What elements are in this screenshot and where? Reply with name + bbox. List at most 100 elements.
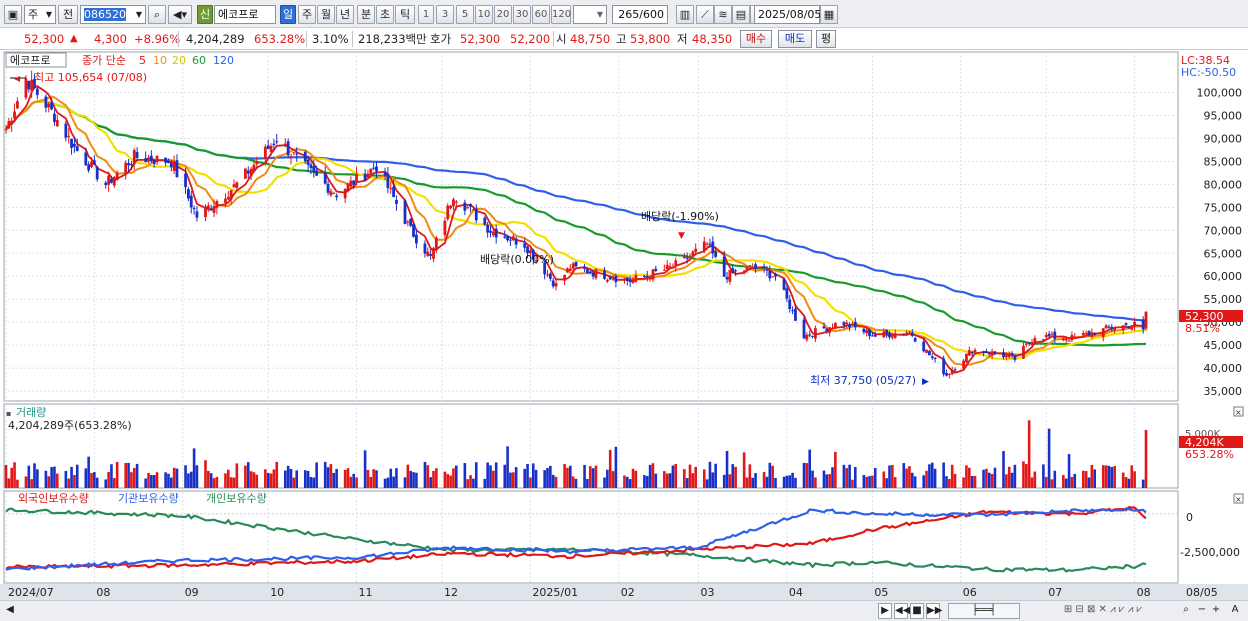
volume-bar: [531, 463, 535, 488]
volume-bar: [569, 465, 572, 488]
candle: [688, 253, 692, 262]
interval-second-button[interactable]: 초: [376, 5, 394, 24]
candle: [1007, 351, 1011, 359]
volume-bar: [403, 477, 407, 488]
minute-option-10[interactable]: 10: [475, 5, 493, 24]
volume-bar: [212, 478, 216, 488]
volume-bar: [962, 477, 965, 488]
candle: [985, 348, 988, 354]
candle: [474, 204, 478, 224]
minute-option-120[interactable]: 120: [551, 5, 571, 24]
candle: [511, 234, 515, 242]
rewind-icon[interactable]: ◀◀: [894, 603, 910, 619]
volume-bar: [124, 463, 127, 488]
save-icon[interactable]: ▤: [732, 5, 750, 24]
range-slider[interactable]: ╞══╡: [948, 603, 1020, 619]
candle: [785, 284, 789, 303]
zoom-in-icon[interactable]: +: [1211, 604, 1221, 615]
scroll-left-icon[interactable]: ◀: [6, 604, 14, 615]
chart-type-icon[interactable]: ▥: [676, 5, 694, 24]
candle: [882, 328, 886, 339]
volume-bar: [389, 468, 393, 488]
volume-bar: [651, 463, 655, 488]
volume-bar: [685, 478, 689, 488]
interval-tick-button[interactable]: 틱: [395, 5, 415, 24]
evaluate-button[interactable]: 평: [816, 30, 836, 48]
candle: [774, 272, 777, 281]
volume-bar: [945, 476, 948, 488]
candle: [292, 152, 296, 156]
draw-tool-icon[interactable]: ⟋: [696, 5, 714, 24]
auto-scale-icon[interactable]: A: [1231, 604, 1239, 615]
ask-price: 52,300: [460, 32, 501, 46]
fast-forward-icon[interactable]: ▶▶: [926, 603, 942, 619]
buy-button[interactable]: 매수: [740, 30, 772, 48]
candle: [814, 325, 817, 343]
minute-option-20[interactable]: 20: [494, 5, 512, 24]
volume-bar: [383, 478, 387, 488]
search-icon[interactable]: ⌕: [148, 5, 166, 24]
date-input[interactable]: 2025/08/05: [754, 5, 821, 24]
volume-bar: [714, 463, 717, 488]
interval-week-button[interactable]: 주: [298, 5, 316, 24]
candle: [192, 205, 196, 215]
scroll-right-icon[interactable]: ▶: [878, 603, 892, 619]
volume-bar: [192, 448, 196, 488]
zoom-icon[interactable]: ⌕: [1183, 604, 1189, 615]
interval-day-button[interactable]: 일: [280, 5, 296, 24]
volume-bar: [608, 449, 612, 488]
window-menu-icon[interactable]: ▣: [4, 5, 22, 24]
interval-month-button[interactable]: 월: [317, 5, 335, 24]
chart-tool-icons[interactable]: ⊞ ⊟ ⊠ ✕ ⩘ ⩗ ⩘ ⩗: [1063, 604, 1143, 615]
stock-chart-svg: 35,00040,00045,00050,00055,00060,00065,0…: [0, 51, 1248, 600]
price-y-tick: 60,000: [1204, 270, 1243, 283]
volume-bar: [406, 464, 410, 488]
previous-button[interactable]: 전: [58, 5, 78, 24]
candle: [249, 166, 253, 180]
candle: [885, 329, 889, 338]
volume-bar: [1073, 473, 1077, 488]
custom-interval-select[interactable]: ▼: [573, 5, 607, 24]
volume-bar: [10, 467, 13, 488]
indicator-icon[interactable]: ≋: [714, 5, 732, 24]
candle: [862, 327, 866, 335]
volume-bar: [742, 452, 746, 488]
calendar-icon[interactable]: ▦: [820, 5, 838, 24]
minute-option-1[interactable]: 1: [418, 5, 434, 24]
volume-bar: [224, 473, 227, 488]
minute-option-5[interactable]: 5: [456, 5, 474, 24]
ma20-line: [5, 100, 1147, 361]
chart-area[interactable]: 35,000 40,000 45,000 50,000 55,000 60,000 65,0…: [0, 50, 1248, 600]
volume-bar: [509, 472, 512, 488]
stop-icon[interactable]: ■: [910, 603, 924, 619]
data-count-field[interactable]: 265/600: [612, 5, 668, 24]
x-tick-label: 08: [1137, 586, 1151, 599]
volume-bar: [1093, 469, 1096, 488]
candle: [335, 193, 338, 201]
sound-icon[interactable]: ◀▾: [168, 5, 192, 24]
minute-option-30[interactable]: 30: [513, 5, 531, 24]
candle: [1050, 331, 1054, 337]
period-type-select[interactable]: 주 ▼: [24, 5, 56, 24]
candle: [871, 332, 874, 337]
x-tick-label: 2024/07: [8, 586, 54, 599]
sell-button[interactable]: 매도: [778, 30, 812, 48]
stock-code-input[interactable]: 086520 ▼: [80, 5, 146, 24]
interval-year-button[interactable]: 년: [336, 5, 354, 24]
candle: [409, 218, 413, 228]
candle: [851, 321, 854, 326]
volume-bar: [132, 467, 136, 488]
candle: [355, 166, 358, 186]
zoom-out-icon[interactable]: −: [1197, 604, 1207, 615]
new-listing-badge: 신: [197, 5, 213, 24]
holding-panel-close-icon[interactable]: [1233, 493, 1244, 504]
candle: [1101, 328, 1105, 342]
interval-minute-button[interactable]: 분: [357, 5, 375, 24]
volume-bar: [594, 465, 598, 488]
volume-bar: [73, 475, 76, 488]
minute-option-60[interactable]: 60: [532, 5, 550, 24]
lc-label: LC:38.54: [1181, 54, 1230, 67]
volume-panel-close-icon[interactable]: [1233, 406, 1244, 417]
minute-option-3[interactable]: 3: [436, 5, 454, 24]
x-tick-label-current: 08/05: [1186, 586, 1218, 599]
